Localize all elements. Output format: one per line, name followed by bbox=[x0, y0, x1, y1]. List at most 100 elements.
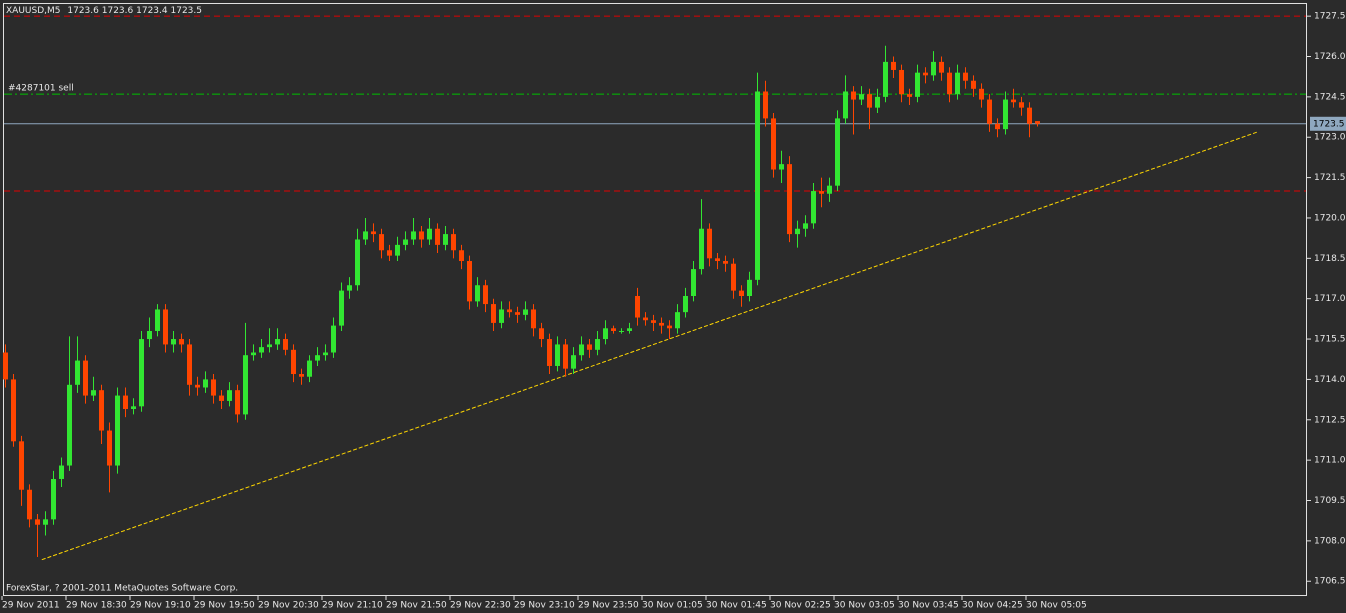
candle-body bbox=[691, 269, 696, 296]
candle-body bbox=[1035, 121, 1040, 124]
x-tick-label: 30 Nov 01:05 bbox=[642, 601, 703, 611]
candle-body bbox=[283, 339, 288, 350]
candle-body bbox=[707, 228, 712, 259]
y-tick-label: 1724.5 bbox=[1314, 92, 1346, 102]
x-tick-label: 29 Nov 19:10 bbox=[130, 601, 191, 611]
candle-body bbox=[27, 489, 32, 520]
candle-body bbox=[803, 223, 808, 229]
candle-body bbox=[403, 239, 408, 245]
candle-body bbox=[179, 339, 184, 345]
candle-body bbox=[523, 309, 528, 315]
candle-body bbox=[3, 352, 8, 380]
x-tick-label: 29 Nov 21:10 bbox=[322, 601, 383, 611]
candle-body bbox=[315, 355, 320, 361]
y-tick-label: 1708.0 bbox=[1314, 536, 1346, 546]
candle-body bbox=[371, 231, 376, 235]
candle-body bbox=[851, 91, 856, 100]
candle-body bbox=[651, 320, 656, 323]
candle-body bbox=[611, 328, 616, 331]
candle-body bbox=[163, 309, 168, 345]
y-tick-label: 1721.5 bbox=[1314, 173, 1346, 183]
candle-body bbox=[67, 384, 72, 466]
candle-body bbox=[299, 374, 304, 377]
candle-body bbox=[939, 61, 944, 73]
candle-body bbox=[603, 328, 608, 340]
candle-body bbox=[1003, 99, 1008, 130]
y-tick-label: 1714.0 bbox=[1314, 375, 1346, 385]
x-tick-label: 29 Nov 20:30 bbox=[258, 601, 319, 611]
y-tick-label: 1715.5 bbox=[1314, 335, 1346, 345]
candle-body bbox=[491, 304, 496, 323]
candle-body bbox=[587, 344, 592, 350]
y-tick-label: 1712.5 bbox=[1314, 415, 1346, 425]
candle-body bbox=[1011, 99, 1016, 103]
y-tick-label: 1717.0 bbox=[1314, 294, 1346, 304]
candle-body bbox=[11, 379, 16, 442]
candle-body bbox=[739, 290, 744, 296]
candle-body bbox=[123, 395, 128, 410]
candle-body bbox=[787, 164, 792, 235]
candle-body bbox=[891, 61, 896, 70]
candle-body bbox=[243, 355, 248, 415]
close: 1723.5 bbox=[171, 6, 203, 16]
candle-body bbox=[219, 395, 224, 401]
candle-body bbox=[763, 91, 768, 119]
candle-body bbox=[867, 94, 872, 108]
candle-body bbox=[659, 322, 664, 326]
x-tick-label: 29 Nov 23:10 bbox=[514, 601, 575, 611]
candle-body bbox=[899, 69, 904, 95]
candle-body bbox=[643, 317, 648, 321]
x-tick-label: 29 Nov 19:50 bbox=[194, 601, 255, 611]
y-tick-label: 1711.0 bbox=[1314, 456, 1346, 466]
candle-body bbox=[395, 244, 400, 256]
candle-body bbox=[475, 285, 480, 302]
open: 1723.6 bbox=[67, 6, 99, 16]
candle-body bbox=[827, 185, 832, 194]
x-tick-label: 29 Nov 2011 bbox=[2, 601, 60, 611]
candle-body bbox=[363, 231, 368, 240]
candle-body bbox=[963, 72, 968, 81]
high: 1723.6 bbox=[102, 6, 134, 16]
candle-body bbox=[699, 228, 704, 270]
candle-body bbox=[947, 72, 952, 95]
candle-body bbox=[547, 339, 552, 366]
candle-body bbox=[187, 344, 192, 385]
y-tick-label: 1723.0 bbox=[1314, 133, 1346, 143]
candle-body bbox=[339, 290, 344, 326]
y-tick-label: 1720.0 bbox=[1314, 213, 1346, 223]
candle-body bbox=[211, 379, 216, 396]
candle-body bbox=[667, 325, 672, 329]
candle-body bbox=[459, 250, 464, 262]
candle-body bbox=[259, 347, 264, 353]
x-tick-label: 29 Nov 23:50 bbox=[578, 601, 639, 611]
candle-body bbox=[715, 258, 720, 262]
candle-body bbox=[779, 164, 784, 170]
trendline bbox=[41, 131, 1258, 561]
candle-body bbox=[427, 228, 432, 240]
candle-body bbox=[571, 355, 576, 369]
candle-body bbox=[875, 96, 880, 108]
candle-body bbox=[531, 309, 536, 329]
candle-body bbox=[923, 72, 928, 76]
candle-body bbox=[347, 285, 352, 291]
candle-body bbox=[411, 231, 416, 240]
candle-body bbox=[115, 395, 120, 466]
candle-body bbox=[979, 88, 984, 100]
candle-body bbox=[275, 339, 280, 345]
plot-frame bbox=[3, 3, 1307, 596]
candle-body bbox=[467, 261, 472, 302]
candle-body bbox=[267, 344, 272, 348]
candle-body bbox=[539, 328, 544, 340]
candle-body bbox=[731, 263, 736, 291]
candle-body bbox=[307, 360, 312, 377]
candle-body bbox=[291, 349, 296, 375]
candle-body bbox=[435, 228, 440, 245]
candle-body bbox=[771, 118, 776, 170]
symbol: XAUUSD,M5 bbox=[6, 6, 61, 16]
y-tick-label: 1718.5 bbox=[1314, 254, 1346, 264]
candle-body bbox=[563, 344, 568, 369]
candle-body bbox=[915, 72, 920, 97]
candle-body bbox=[83, 360, 88, 396]
candle-body bbox=[451, 234, 456, 251]
candle-body bbox=[75, 360, 80, 385]
